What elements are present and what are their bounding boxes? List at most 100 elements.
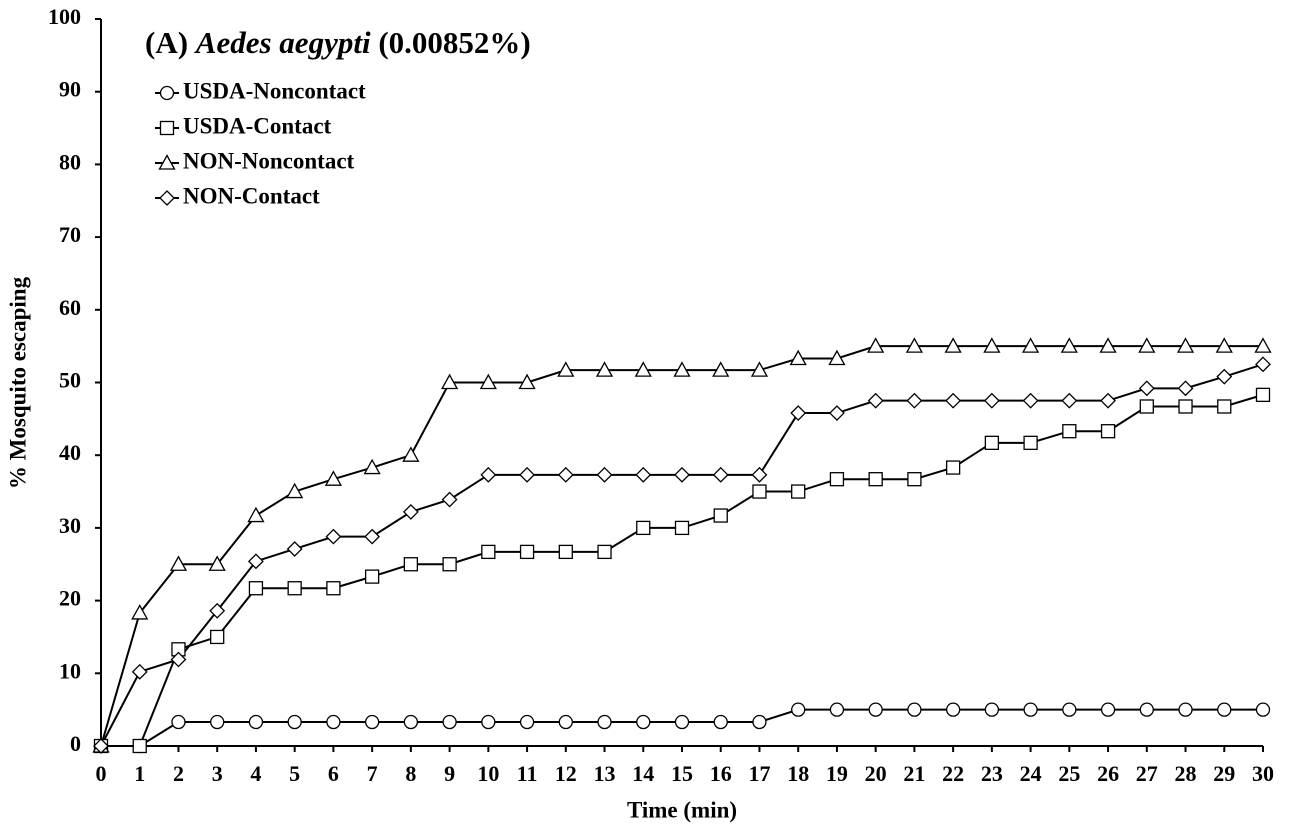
data-point bbox=[595, 361, 614, 377]
y-tick-label: 70 bbox=[59, 222, 81, 247]
series-line bbox=[101, 393, 1264, 747]
data-point bbox=[907, 472, 922, 487]
x-tick-label: 25 bbox=[1058, 761, 1080, 786]
data-point bbox=[674, 714, 690, 730]
data-point bbox=[945, 460, 961, 475]
data-point bbox=[170, 651, 187, 668]
data-point bbox=[713, 714, 728, 730]
chart-title: (A) Aedes aegypti (0.00852%) bbox=[145, 25, 531, 60]
data-point bbox=[867, 337, 885, 353]
data-point bbox=[440, 373, 459, 390]
x-tick-label: 27 bbox=[1136, 761, 1158, 786]
x-tick-label: 19 bbox=[826, 761, 848, 786]
data-point bbox=[364, 569, 380, 584]
data-point bbox=[1254, 337, 1272, 353]
data-point bbox=[789, 349, 807, 366]
x-tick-label: 1 bbox=[134, 761, 145, 786]
data-point bbox=[713, 508, 728, 523]
title-part: (0.00852%) bbox=[371, 25, 531, 60]
data-point bbox=[791, 484, 806, 499]
data-point bbox=[326, 581, 341, 596]
data-point bbox=[1255, 702, 1271, 717]
data-point bbox=[868, 472, 883, 487]
data-point bbox=[673, 361, 691, 377]
data-point bbox=[442, 714, 457, 730]
y-tick-label: 30 bbox=[59, 513, 81, 538]
y-tick-label: 80 bbox=[59, 149, 81, 174]
data-point bbox=[519, 466, 535, 483]
data-point bbox=[1139, 702, 1154, 717]
data-point bbox=[674, 520, 690, 536]
data-point bbox=[518, 373, 536, 390]
series-line bbox=[100, 363, 1264, 747]
data-point bbox=[364, 714, 380, 730]
data-point bbox=[829, 702, 845, 717]
data-point bbox=[286, 541, 303, 557]
data-point bbox=[1099, 337, 1117, 353]
data-point bbox=[169, 555, 188, 571]
data-point bbox=[1217, 702, 1232, 717]
data-point bbox=[325, 528, 342, 545]
data-point bbox=[790, 405, 807, 421]
data-point bbox=[907, 702, 922, 717]
x-tick-label: 13 bbox=[594, 761, 616, 786]
data-point bbox=[481, 714, 496, 730]
data-point bbox=[1060, 337, 1078, 353]
data-point bbox=[1255, 387, 1271, 403]
data-point bbox=[751, 466, 768, 483]
data-point bbox=[1062, 424, 1077, 439]
y-tick-label: 10 bbox=[59, 658, 81, 683]
data-point bbox=[1061, 392, 1078, 409]
x-tick-label: 6 bbox=[328, 761, 339, 786]
data-point bbox=[363, 458, 381, 475]
data-point bbox=[1255, 356, 1271, 373]
data-point bbox=[635, 466, 652, 483]
x-axis-label: Time (min) bbox=[627, 797, 737, 822]
data-point bbox=[945, 702, 961, 717]
data-point bbox=[132, 738, 147, 754]
data-point bbox=[480, 466, 497, 483]
x-tick-label: 16 bbox=[710, 761, 732, 786]
data-point bbox=[829, 472, 845, 487]
data-point bbox=[752, 714, 767, 730]
legend-marker bbox=[158, 154, 176, 170]
data-point bbox=[558, 544, 573, 560]
data-point bbox=[1138, 380, 1155, 397]
x-tick-label: 26 bbox=[1097, 761, 1119, 786]
data-point bbox=[674, 466, 690, 483]
data-point bbox=[364, 528, 381, 545]
data-point bbox=[209, 602, 226, 619]
data-point bbox=[1177, 380, 1194, 397]
data-point bbox=[1217, 399, 1232, 414]
x-tick-label: 12 bbox=[555, 761, 577, 786]
data-point bbox=[906, 392, 923, 409]
legend-label: NON-Noncontact bbox=[183, 148, 355, 173]
data-point bbox=[944, 337, 962, 353]
data-point bbox=[557, 361, 575, 377]
data-point bbox=[867, 392, 884, 409]
x-tick-label: 11 bbox=[517, 761, 538, 786]
x-tick-label: 0 bbox=[96, 761, 107, 786]
series-line bbox=[100, 345, 1263, 747]
x-tick-label: 30 bbox=[1252, 761, 1274, 786]
y-tick-label: 90 bbox=[59, 77, 81, 102]
data-point bbox=[324, 470, 343, 486]
x-tick-label: 7 bbox=[367, 761, 378, 786]
data-point bbox=[712, 466, 729, 483]
data-point bbox=[402, 503, 419, 520]
data-point bbox=[247, 506, 265, 523]
data-point bbox=[828, 349, 846, 366]
data-point bbox=[945, 392, 962, 409]
data-point bbox=[1215, 337, 1233, 353]
x-tick-label: 4 bbox=[250, 761, 261, 786]
data-point bbox=[829, 405, 845, 421]
title-part: Aedes aegypti bbox=[194, 25, 371, 60]
data-point bbox=[1100, 424, 1116, 439]
data-point bbox=[1021, 337, 1040, 353]
x-tick-label: 24 bbox=[1020, 761, 1042, 786]
data-point bbox=[287, 714, 302, 730]
legend-label: USDA-Contact bbox=[183, 113, 332, 138]
data-point bbox=[519, 714, 535, 730]
data-point bbox=[403, 557, 419, 572]
data-point bbox=[481, 544, 496, 560]
